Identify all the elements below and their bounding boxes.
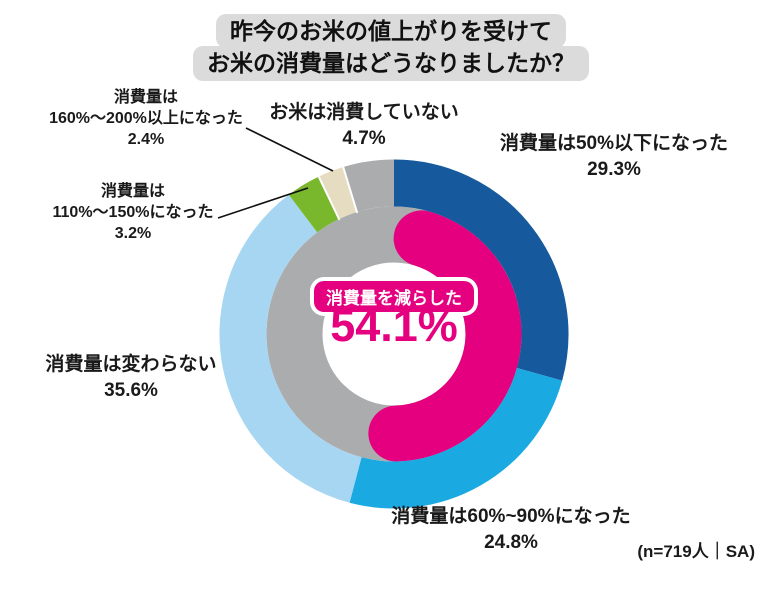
callout-unchanged: 消費量は変わらない 35.6% [20,352,242,404]
callout-percent: 24.8% [484,532,538,554]
chart-title-line2: お米の消費量はどうなりましたか？ [193,46,589,81]
donut-segment-4 [318,167,358,220]
callout-percent: 35.6% [104,380,158,402]
callout-label: 消費量は [100,183,165,200]
donut-segment-0 [393,159,569,381]
center-value: 54.1% [330,300,458,351]
donut-segment-2 [219,194,362,503]
callout-label: 消費量は変わらない [45,354,217,375]
center-highlight-badge: 消費量を減らした [314,281,474,312]
callout-percent: 2.4% [127,131,165,149]
inner-ring-highlight [368,210,522,462]
chart-title: 昨今のお米の値上がりを受けて お米の消費量はどうなりましたか？ [0,14,782,81]
callout-label: 110%～150%になった [52,204,214,222]
callout-not-consuming: お米は消費していない 4.7% [254,100,474,152]
callout-60-90: 消費量は60%~90%になった 24.8% [380,504,642,556]
callout-label: お米は消費していない [269,102,459,123]
donut-segment-1 [349,367,563,509]
segment-separator [317,175,341,221]
chart-title-line1: 昨今のお米の値上がりを受けて [216,14,566,49]
callout-percent: 3.2% [114,225,152,243]
donut-segment-5 [343,159,395,213]
callout-percent: 4.7% [342,128,386,150]
callout-label: 消費量は [113,89,178,106]
callout-increased-160-200: 消費量は 160%～200%以上になった 2.4% [40,87,252,150]
inner-ring [266,206,522,462]
callout-label: 160%～200%以上になった [49,110,243,128]
callout-increased-110-150: 消費量は 110%～150%になった 3.2% [27,181,239,244]
leader-line-110-150 [217,187,309,219]
donut-segment-3 [288,176,340,233]
callout-label: 消費量は60%~90%になった [391,506,631,527]
segment-separators [317,165,359,221]
sample-size-note: (n=719人｜SA) [637,542,755,561]
segment-separator [341,165,359,214]
callout-percent: 29.3% [587,159,641,181]
callout-50-or-less: 消費量は50%以下になった 29.3% [483,131,745,183]
callout-label: 消費量は50%以下になった [499,133,729,154]
leader-lines [217,127,334,219]
leader-line-160-200 [245,127,334,172]
